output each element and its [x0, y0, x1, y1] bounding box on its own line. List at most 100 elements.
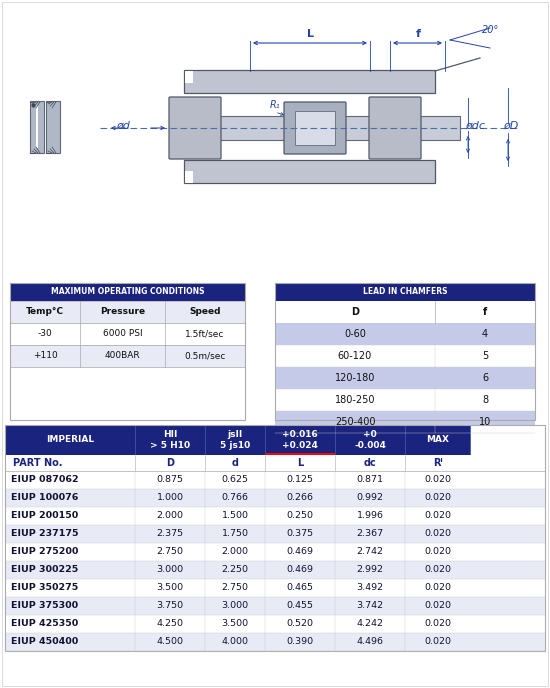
Text: 2.742: 2.742 [356, 548, 383, 557]
Text: 0-60: 0-60 [344, 329, 366, 339]
Text: D: D [351, 307, 359, 317]
Text: øD: øD [503, 121, 518, 131]
Bar [5, 579, 545, 597]
Bar [10, 323, 245, 345]
Text: 0.020: 0.020 [424, 583, 451, 592]
Text: 0.020: 0.020 [424, 511, 451, 521]
Text: 10: 10 [479, 417, 491, 427]
Text: 6: 6 [482, 373, 488, 383]
Text: EIUP 200150: EIUP 200150 [11, 511, 78, 521]
Text: ød: ød [116, 121, 130, 131]
Text: 8: 8 [482, 395, 488, 405]
Bar [185, 71, 193, 83]
Text: 4.000: 4.000 [222, 638, 249, 647]
Bar [5, 489, 545, 507]
Text: 1.996: 1.996 [356, 511, 383, 521]
Text: 0.992: 0.992 [356, 493, 383, 502]
Text: MAXIMUM OPERATING CONDITIONS: MAXIMUM OPERATING CONDITIONS [51, 288, 204, 297]
Text: 1.5ft/sec: 1.5ft/sec [185, 330, 225, 338]
Text: 2.000: 2.000 [157, 511, 184, 521]
Bar [5, 615, 545, 633]
Bar [185, 171, 193, 183]
Text: 20°: 20° [482, 25, 499, 35]
Text: 2.000: 2.000 [222, 548, 249, 557]
Text: Rᴵ: Rᴵ [433, 458, 442, 468]
Text: 3.500: 3.500 [222, 619, 249, 629]
Text: -30: -30 [37, 330, 52, 338]
Text: D: D [166, 458, 174, 468]
Bar [5, 561, 545, 579]
Bar [275, 367, 535, 389]
Text: 0.125: 0.125 [287, 475, 314, 484]
Text: 3.500: 3.500 [156, 583, 184, 592]
Text: dc: dc [364, 458, 376, 468]
Text: 0.020: 0.020 [424, 601, 451, 610]
Text: 0.625: 0.625 [222, 475, 249, 484]
Text: LEAD IN CHAMFERS: LEAD IN CHAMFERS [363, 288, 447, 297]
Bar [5, 425, 545, 455]
Text: 4.250: 4.250 [157, 619, 184, 629]
Text: L: L [297, 458, 303, 468]
Text: 0.020: 0.020 [424, 619, 451, 629]
Text: d: d [232, 458, 239, 468]
Text: PART No.: PART No. [13, 458, 63, 468]
Text: 0.020: 0.020 [424, 475, 451, 484]
Text: 0.020: 0.020 [424, 548, 451, 557]
Bar [205, 425, 265, 455]
FancyBboxPatch shape [284, 102, 346, 154]
Text: 60-120: 60-120 [338, 351, 372, 361]
Text: 0.390: 0.390 [287, 638, 314, 647]
FancyBboxPatch shape [369, 97, 421, 159]
Bar [275, 345, 535, 367]
Text: 4.242: 4.242 [356, 619, 383, 629]
Bar [10, 283, 245, 301]
Text: 0.020: 0.020 [424, 638, 451, 647]
Text: 3.750: 3.750 [156, 601, 184, 610]
Text: Speed: Speed [189, 308, 221, 316]
Bar [5, 525, 545, 543]
Bar [5, 425, 545, 651]
Text: 1.750: 1.750 [222, 530, 249, 539]
Bar [5, 425, 135, 455]
Bar [5, 633, 545, 651]
Text: 0.266: 0.266 [287, 493, 314, 502]
Text: 180-250: 180-250 [335, 395, 375, 405]
Bar [295, 111, 335, 145]
Text: EIUP 425350: EIUP 425350 [11, 619, 78, 629]
FancyBboxPatch shape [184, 160, 436, 184]
Text: 0.766: 0.766 [222, 493, 249, 502]
Text: 0.871: 0.871 [356, 475, 383, 484]
FancyBboxPatch shape [169, 97, 221, 159]
Text: IMPERIAL: IMPERIAL [46, 436, 94, 444]
Text: 0.5m/sec: 0.5m/sec [184, 352, 225, 361]
Bar [36, 106, 38, 148]
Text: 5: 5 [482, 351, 488, 361]
Text: +110: +110 [32, 352, 57, 361]
Bar [275, 411, 535, 433]
Bar [275, 283, 535, 420]
Text: EIUP 450400: EIUP 450400 [11, 638, 78, 647]
Text: 3.492: 3.492 [356, 583, 383, 592]
Text: 2.992: 2.992 [356, 566, 383, 574]
Text: 0.875: 0.875 [157, 475, 184, 484]
Text: 0.020: 0.020 [424, 530, 451, 539]
Text: ødc: ødc [465, 121, 485, 131]
Bar [275, 389, 535, 411]
Bar [5, 455, 545, 471]
Text: +0.016
+0.024: +0.016 +0.024 [282, 430, 318, 450]
Bar [265, 453, 335, 455]
Text: R₁: R₁ [270, 100, 280, 110]
Bar [5, 471, 545, 489]
Text: 120-180: 120-180 [335, 373, 375, 383]
Text: 0.020: 0.020 [424, 566, 451, 574]
Text: 6000 PSI: 6000 PSI [103, 330, 142, 338]
Text: 0.250: 0.250 [287, 511, 314, 521]
Text: 2.250: 2.250 [222, 566, 249, 574]
Bar [135, 425, 205, 455]
Text: 2.375: 2.375 [156, 530, 184, 539]
Text: Temp°C: Temp°C [26, 308, 64, 316]
Text: 0.020: 0.020 [424, 493, 451, 502]
Bar [275, 283, 535, 301]
Bar [275, 301, 535, 323]
Text: HII
> 5 H10: HII > 5 H10 [150, 430, 190, 450]
